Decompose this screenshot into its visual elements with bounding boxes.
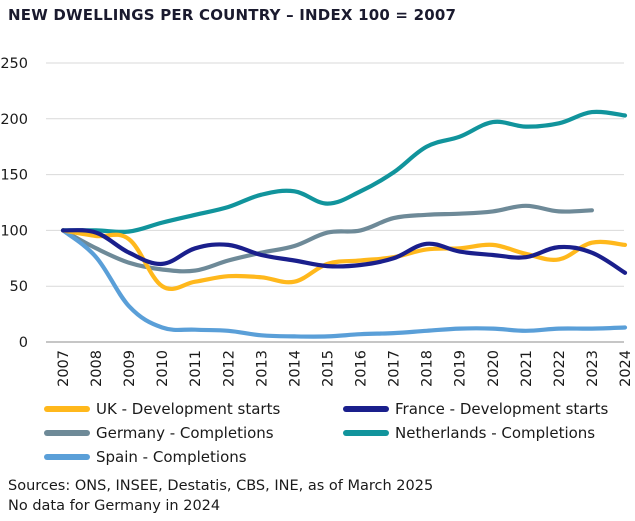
legend-label-netherlands: Netherlands - Completions <box>395 424 596 442</box>
legend-swatch-germany <box>44 430 90 436</box>
y-tick-label: 50 <box>10 279 28 295</box>
y-tick-label: 0 <box>19 335 28 351</box>
x-tick-label: 2023 <box>585 350 601 387</box>
x-tick-label: 2021 <box>519 350 535 387</box>
y-tick-label: 250 <box>0 56 28 72</box>
germany-data-note: No data for Germany in 2024 <box>8 498 221 514</box>
series-line-spain <box>60 228 628 339</box>
x-tick-label: 2024 <box>618 350 634 387</box>
x-tick-label: 2008 <box>89 350 105 387</box>
x-tick-label: 2019 <box>453 350 469 387</box>
y-tick-label: 100 <box>0 223 28 239</box>
x-tick-label: 2010 <box>155 350 171 387</box>
x-tick-label: 2015 <box>320 350 336 387</box>
x-tick-label: 2012 <box>221 350 237 387</box>
legend-swatch-uk <box>44 406 90 412</box>
legend-item-france: France - Development starts <box>343 398 608 420</box>
x-tick-label: 2016 <box>354 350 370 387</box>
line-chart: 0 50 100 150 200 250 2007 2008 2009 2010 2011 2012… <box>0 56 634 387</box>
legend-label-germany: Germany - Completions <box>96 424 274 442</box>
legend-item-spain: Spain - Completions <box>44 446 247 468</box>
x-tick-label: 2020 <box>486 350 502 387</box>
x-tick-label: 2018 <box>420 350 436 387</box>
legend-swatch-france <box>343 406 389 412</box>
y-tick-label: 200 <box>0 112 28 128</box>
x-tick-label: 2017 <box>387 350 403 387</box>
x-tick-label: 2014 <box>287 350 303 387</box>
legend-label-uk: UK - Development starts <box>96 400 281 418</box>
series-line-uk <box>60 228 628 292</box>
x-tick-label: 2009 <box>122 350 138 387</box>
series-line-netherlands <box>60 109 628 235</box>
x-tick-label: 2011 <box>188 350 204 387</box>
legend-item-germany: Germany - Completions <box>44 422 274 444</box>
x-tick-label: 2022 <box>552 350 568 387</box>
y-tick-label: 150 <box>0 168 28 184</box>
footnotes: Sources: ONS, INSEE, Destatis, CBS, INE,… <box>8 476 433 516</box>
legend-swatch-spain <box>44 454 90 460</box>
sources-note: Sources: ONS, INSEE, Destatis, CBS, INE,… <box>8 478 434 494</box>
series-lines <box>60 109 628 339</box>
legend-swatch-netherlands <box>343 430 389 436</box>
series-line-germany <box>60 203 594 274</box>
legend-label-france: France - Development starts <box>395 400 609 418</box>
y-axis-ticks: 0 50 100 150 200 250 <box>0 56 28 351</box>
x-tick-label: 2007 <box>56 350 72 387</box>
legend: UK - Development starts France - Develop… <box>0 396 635 471</box>
legend-label-spain: Spain - Completions <box>96 448 247 466</box>
series-line-france <box>60 228 628 275</box>
legend-item-uk: UK - Development starts <box>44 398 280 420</box>
chart-title: NEW DWELLINGS PER COUNTRY – INDEX 100 = … <box>8 6 457 24</box>
legend-item-netherlands: Netherlands - Completions <box>343 422 595 444</box>
x-axis-ticks: 2007 2008 2009 2010 2011 2012 2013 2014 2015 2016… <box>56 350 634 387</box>
x-tick-label: 2013 <box>254 350 270 387</box>
